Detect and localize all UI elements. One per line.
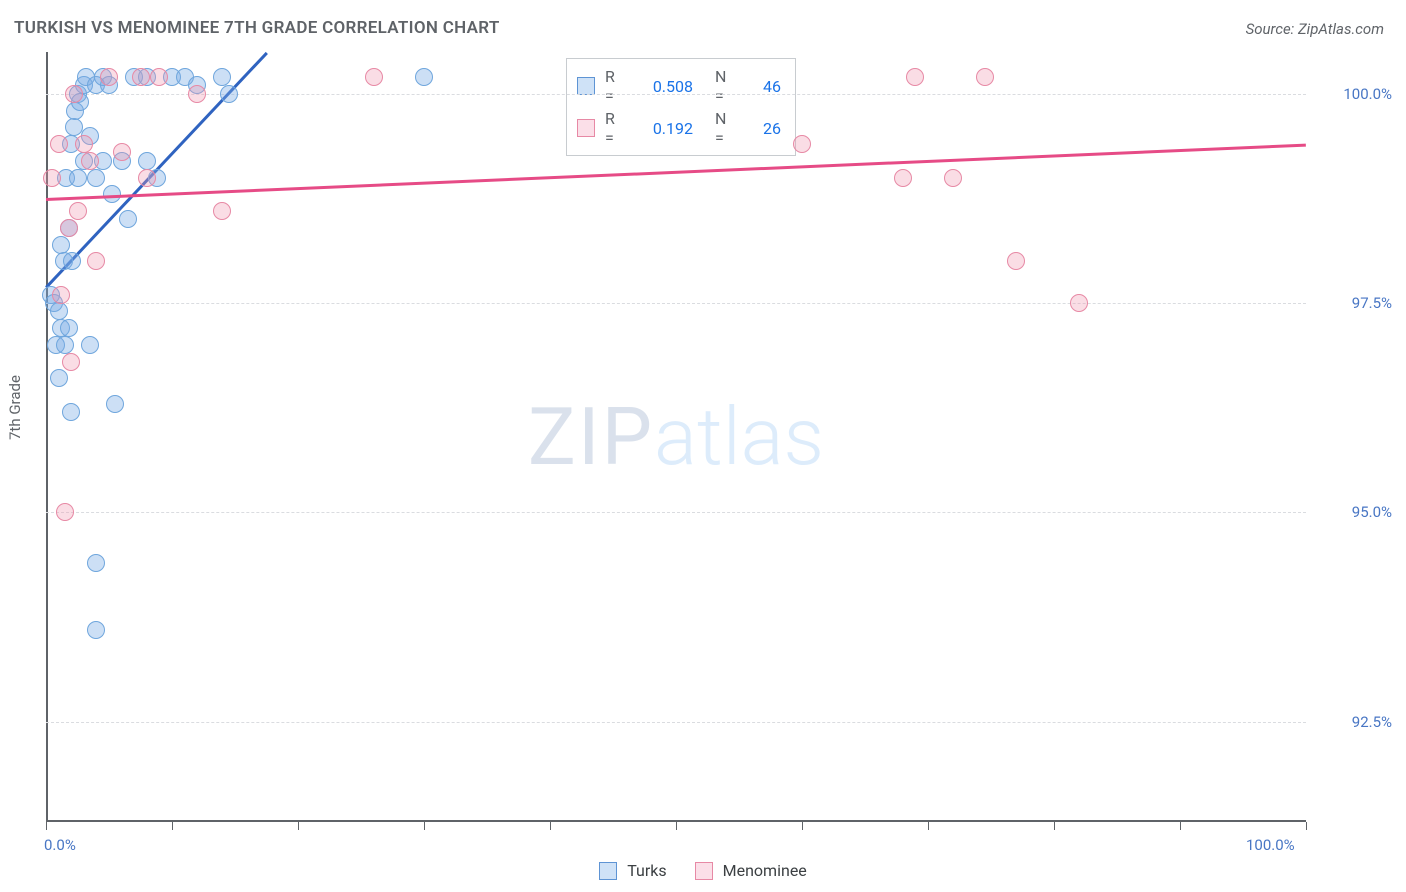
stats-n-label: N = bbox=[715, 67, 737, 105]
legend-item-menominee: Menominee bbox=[695, 861, 807, 880]
data-point-menominee bbox=[113, 143, 131, 161]
watermark-part2: atlas bbox=[654, 390, 824, 484]
data-point-turks bbox=[69, 169, 87, 187]
x-tick bbox=[298, 822, 299, 830]
bottom-legend: Turks Menominee bbox=[0, 861, 1406, 880]
chart-title: TURKISH VS MENOMINEE 7TH GRADE CORRELATI… bbox=[14, 18, 500, 38]
data-point-turks bbox=[56, 336, 74, 354]
stats-r-label: R = bbox=[605, 109, 627, 147]
stats-r-label: R = bbox=[605, 67, 627, 105]
data-point-turks bbox=[63, 252, 81, 270]
data-point-menominee bbox=[69, 202, 87, 220]
source-label: Source: ZipAtlas.com bbox=[1246, 20, 1384, 38]
data-point-menominee bbox=[944, 169, 962, 187]
x-tick bbox=[172, 822, 173, 830]
stats-swatch-turks bbox=[577, 77, 595, 95]
y-gridline bbox=[46, 722, 1306, 723]
data-point-menominee bbox=[894, 169, 912, 187]
x-tick bbox=[1306, 822, 1307, 830]
x-tick bbox=[46, 822, 47, 830]
data-point-menominee bbox=[100, 68, 118, 86]
x-tick bbox=[1054, 822, 1055, 830]
data-point-turks bbox=[65, 118, 83, 136]
data-point-turks bbox=[60, 319, 78, 337]
data-point-menominee bbox=[976, 68, 994, 86]
data-point-menominee bbox=[132, 68, 150, 86]
data-point-turks bbox=[62, 403, 80, 421]
stats-n-label: N = bbox=[715, 109, 737, 147]
data-point-turks bbox=[87, 621, 105, 639]
data-point-menominee bbox=[138, 169, 156, 187]
data-point-menominee bbox=[60, 219, 78, 237]
stats-row-turks: R = 0.508 N = 46 bbox=[577, 65, 781, 107]
x-tick-label: 100.0% bbox=[1246, 836, 1295, 854]
data-point-turks bbox=[87, 554, 105, 572]
data-point-menominee bbox=[52, 286, 70, 304]
data-point-menominee bbox=[213, 202, 231, 220]
x-tick bbox=[550, 822, 551, 830]
data-point-menominee bbox=[81, 152, 99, 170]
x-tick-label: 0.0% bbox=[44, 836, 76, 854]
stats-box: R = 0.508 N = 46 R = 0.192 N = 26 bbox=[566, 58, 796, 156]
data-point-menominee bbox=[75, 135, 93, 153]
stats-row-menominee: R = 0.192 N = 26 bbox=[577, 107, 781, 149]
data-point-turks bbox=[50, 369, 68, 387]
data-point-menominee bbox=[365, 68, 383, 86]
y-axis-label: 7th Grade bbox=[6, 375, 24, 440]
legend-label-turks: Turks bbox=[627, 861, 666, 880]
legend-label-menominee: Menominee bbox=[723, 861, 807, 880]
legend-swatch-menominee bbox=[695, 862, 713, 880]
y-gridline bbox=[46, 303, 1306, 304]
y-tick-label: 97.5% bbox=[1316, 294, 1392, 312]
data-point-turks bbox=[81, 336, 99, 354]
y-tick-label: 92.5% bbox=[1316, 713, 1392, 731]
data-point-turks bbox=[52, 236, 70, 254]
y-gridline bbox=[46, 512, 1306, 513]
data-point-menominee bbox=[793, 135, 811, 153]
x-tick bbox=[928, 822, 929, 830]
data-point-turks bbox=[87, 169, 105, 187]
data-point-turks bbox=[213, 68, 231, 86]
data-point-menominee bbox=[150, 68, 168, 86]
data-point-menominee bbox=[56, 503, 74, 521]
data-point-turks bbox=[138, 152, 156, 170]
data-point-turks bbox=[106, 395, 124, 413]
legend-swatch-turks bbox=[599, 862, 617, 880]
watermark: ZIPatlas bbox=[528, 390, 824, 484]
data-point-turks bbox=[119, 210, 137, 228]
watermark-part1: ZIP bbox=[528, 390, 654, 484]
data-point-menominee bbox=[62, 353, 80, 371]
legend-item-turks: Turks bbox=[599, 861, 666, 880]
data-point-menominee bbox=[1007, 252, 1025, 270]
data-point-menominee bbox=[188, 85, 206, 103]
data-point-menominee bbox=[50, 135, 68, 153]
data-point-menominee bbox=[43, 169, 61, 187]
data-point-menominee bbox=[65, 85, 83, 103]
y-tick-label: 100.0% bbox=[1316, 85, 1392, 103]
stats-r-value-turks: 0.508 bbox=[637, 77, 693, 96]
plot-area: ZIPatlas R = 0.508 N = 46 R = 0.192 N = … bbox=[46, 52, 1306, 822]
data-point-turks bbox=[415, 68, 433, 86]
x-tick bbox=[1180, 822, 1181, 830]
x-tick bbox=[424, 822, 425, 830]
x-tick bbox=[802, 822, 803, 830]
y-tick-label: 95.0% bbox=[1316, 503, 1392, 521]
y-axis-line bbox=[46, 52, 48, 822]
stats-n-value-turks: 46 bbox=[747, 77, 781, 96]
data-point-menominee bbox=[87, 252, 105, 270]
stats-r-value-menominee: 0.192 bbox=[637, 119, 693, 138]
stats-swatch-menominee bbox=[577, 119, 595, 137]
x-tick bbox=[676, 822, 677, 830]
chart-container: TURKISH VS MENOMINEE 7TH GRADE CORRELATI… bbox=[0, 0, 1406, 892]
data-point-menominee bbox=[1070, 294, 1088, 312]
stats-n-value-menominee: 26 bbox=[747, 119, 781, 138]
data-point-turks bbox=[220, 85, 238, 103]
data-point-menominee bbox=[906, 68, 924, 86]
data-point-turks bbox=[50, 302, 68, 320]
